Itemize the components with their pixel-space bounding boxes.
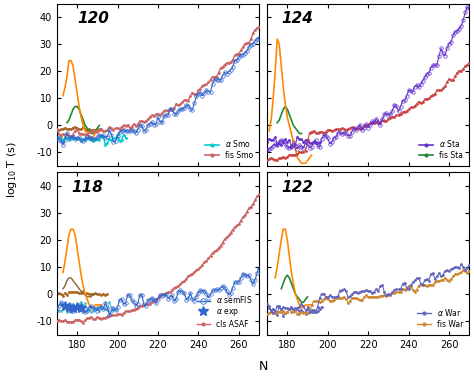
Legend: $\alpha$ War, fis War: $\alpha$ War, fis War bbox=[415, 305, 465, 331]
Text: 122: 122 bbox=[281, 180, 313, 195]
Text: N: N bbox=[258, 360, 268, 373]
Legend: $\alpha$ Smo, fis Smo: $\alpha$ Smo, fis Smo bbox=[203, 136, 255, 162]
Text: log$_{10}$ T (s): log$_{10}$ T (s) bbox=[5, 141, 19, 197]
Text: 118: 118 bbox=[71, 180, 103, 195]
Legend: $\alpha$ Sta, fis Sta: $\alpha$ Sta, fis Sta bbox=[417, 136, 465, 162]
Legend: $\alpha$ semFIS, $\alpha$ exp, cls ASAF: $\alpha$ semFIS, $\alpha$ exp, cls ASAF bbox=[194, 292, 255, 331]
Text: 124: 124 bbox=[281, 11, 313, 26]
Text: 120: 120 bbox=[77, 11, 109, 26]
